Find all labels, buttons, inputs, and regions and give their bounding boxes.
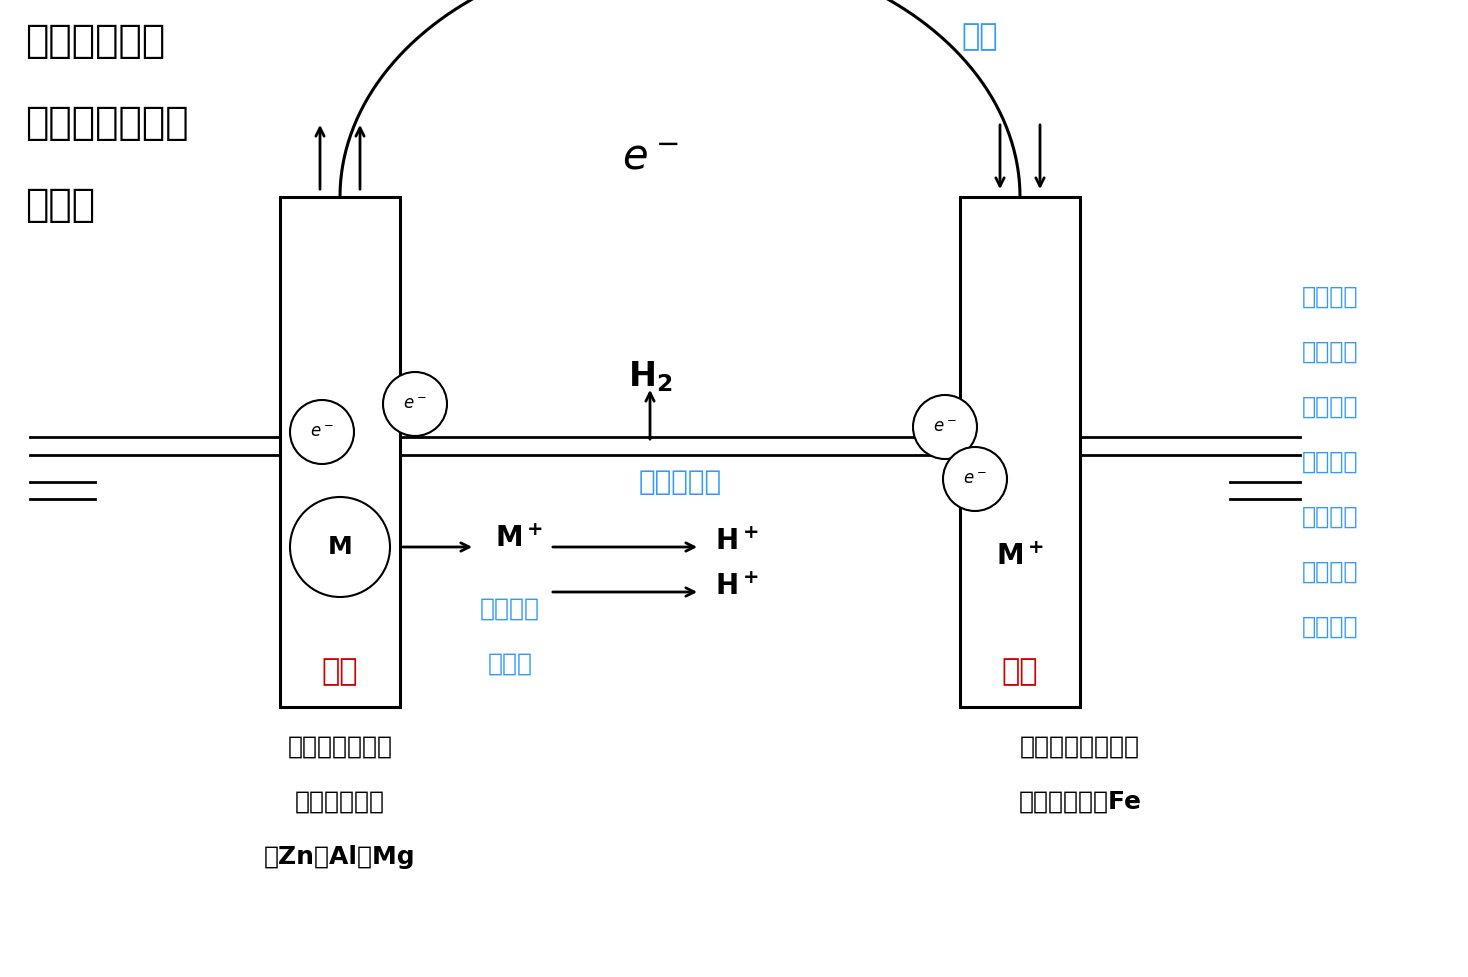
Bar	[960, 197, 1080, 707]
Text: $\mathbf{H_2}$: $\mathbf{H_2}$	[628, 360, 672, 395]
Text: 反应，阴: 反应，阴	[1302, 505, 1358, 529]
Text: $\mathbf{M^+}$: $\mathbf{M^+}$	[995, 543, 1044, 571]
Text: 溶液中的: 溶液中的	[1302, 285, 1358, 309]
Text: 阳极: 阳极	[321, 658, 358, 687]
Text: 为离子: 为离子	[487, 652, 533, 676]
Text: $e^-$: $e^-$	[934, 418, 957, 436]
Circle shape	[913, 395, 978, 459]
Circle shape	[383, 372, 446, 436]
Text: 阳离子在: 阳离子在	[1302, 340, 1358, 364]
Text: 电解质溶液: 电解质溶液	[639, 468, 722, 496]
Text: 示意图: 示意图	[25, 186, 95, 224]
Text: 如Zn、Al、Mg: 如Zn、Al、Mg	[264, 845, 415, 869]
Text: $e^-$: $e^-$	[963, 470, 986, 488]
Circle shape	[942, 447, 1007, 511]
Text: 参与反应: 参与反应	[1302, 615, 1358, 639]
Text: M: M	[327, 535, 352, 559]
Text: 导线: 导线	[962, 22, 998, 52]
Text: $e^-$: $e^-$	[310, 423, 333, 441]
Bar	[280, 197, 399, 707]
Text: $\mathbf{M^+}$: $\mathbf{M^+}$	[495, 525, 543, 553]
Text: 阴极表面: 阴极表面	[1302, 395, 1358, 419]
Text: $e^-$: $e^-$	[404, 395, 427, 413]
Text: 进行的阴极保护: 进行的阴极保护	[25, 104, 188, 142]
Circle shape	[291, 497, 390, 597]
Text: 子的阴极，如Fe: 子的阴极，如Fe	[1019, 790, 1142, 814]
Text: 发生还原: 发生还原	[1302, 450, 1358, 474]
Text: 相对不容易失去电: 相对不容易失去电	[1020, 735, 1141, 759]
Text: $e^-$: $e^-$	[621, 136, 678, 178]
Text: 阳极溶解: 阳极溶解	[480, 597, 540, 621]
Text: 容易失去电子的: 容易失去电子的	[288, 735, 392, 759]
Text: 贱金属阳极，: 贱金属阳极，	[295, 790, 385, 814]
Text: $\mathbf{H^+}$: $\mathbf{H^+}$	[715, 573, 759, 601]
Text: 极本身不: 极本身不	[1302, 560, 1358, 584]
Text: 牺牲阳极方式: 牺牲阳极方式	[25, 22, 166, 60]
Circle shape	[291, 400, 354, 464]
Text: 阴极: 阴极	[1001, 658, 1038, 687]
Text: $\mathbf{H^+}$: $\mathbf{H^+}$	[715, 528, 759, 556]
